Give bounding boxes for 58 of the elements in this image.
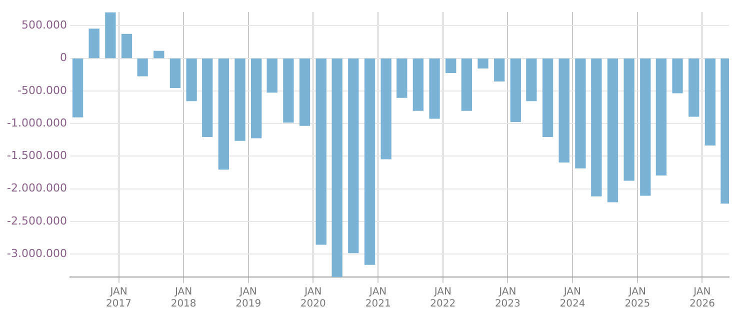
bar <box>88 28 100 58</box>
bar <box>656 58 667 176</box>
bar <box>542 58 554 137</box>
y-tick-label: -3.000.000 <box>7 247 67 260</box>
bar <box>704 58 716 146</box>
bar <box>607 58 618 202</box>
bar <box>380 58 392 160</box>
y-tick-label: -500.000 <box>17 84 67 97</box>
x-tick-label: JAN 2018 <box>170 286 196 310</box>
y-tick-label: -2.000.000 <box>7 182 67 195</box>
x-tick-label: JAN 2025 <box>624 286 650 310</box>
bar <box>186 58 197 102</box>
bar <box>364 58 376 265</box>
bar <box>234 58 246 141</box>
x-tick-label: JAN 2024 <box>560 286 586 310</box>
x-tick-label: JAN 2026 <box>689 286 715 310</box>
x-tick-label: JAN 2019 <box>236 286 262 310</box>
bar <box>299 58 310 126</box>
x-tick-label: JAN 2017 <box>106 286 132 310</box>
bar <box>121 34 132 58</box>
x-tick-label: JAN 2023 <box>494 286 520 310</box>
bar <box>266 58 278 93</box>
bar <box>137 58 148 76</box>
bar <box>526 58 537 102</box>
bar <box>316 58 326 245</box>
bar <box>396 58 408 98</box>
bar <box>640 58 651 196</box>
bar <box>332 58 342 277</box>
x-tick-label: JAN 2021 <box>365 286 391 310</box>
y-tick-label: -2.500.000 <box>7 214 67 228</box>
bar <box>494 58 505 82</box>
bar <box>72 58 84 118</box>
bar <box>283 58 294 123</box>
bar <box>348 58 359 254</box>
bar <box>510 58 521 122</box>
bar <box>412 58 424 111</box>
bar <box>558 58 570 162</box>
bar <box>688 58 700 117</box>
bar <box>575 58 586 168</box>
y-tick-label: -1.500.000 <box>7 149 67 162</box>
bar <box>105 12 116 58</box>
bar <box>624 58 634 181</box>
bar <box>218 58 229 170</box>
y-tick-label: 0 <box>60 51 67 64</box>
bar <box>429 58 440 119</box>
x-tick-label: JAN 2022 <box>430 286 456 310</box>
bar <box>591 58 602 196</box>
bar <box>170 58 181 88</box>
bar <box>446 58 456 74</box>
bar <box>202 58 213 137</box>
x-tick-label: JAN 2020 <box>300 286 326 310</box>
bar <box>672 58 683 94</box>
bar <box>250 58 262 138</box>
bar <box>154 50 164 58</box>
y-tick-label: 500.000 <box>21 18 67 32</box>
bar <box>461 58 472 111</box>
y-tick-label: -1.000.000 <box>7 116 67 130</box>
bar <box>478 58 488 68</box>
